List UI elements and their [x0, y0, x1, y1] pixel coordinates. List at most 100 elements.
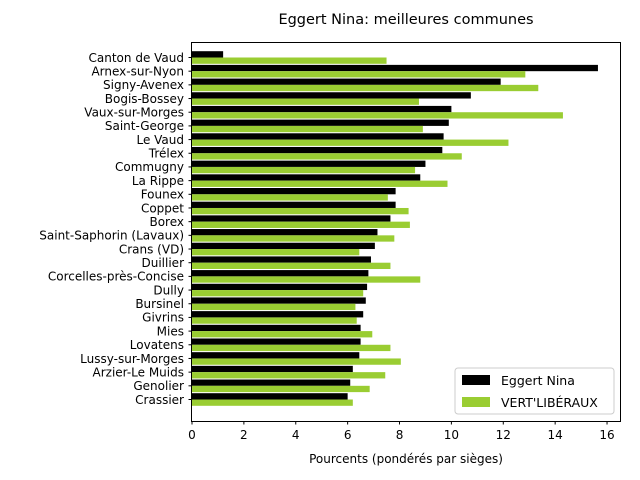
legend-box	[454, 367, 615, 415]
bar-eggert-nina-bogis-bossey	[192, 92, 471, 99]
bar-eggert-nina-corcelles-pres-concise	[192, 270, 369, 277]
bar-eggert-nina-founex	[192, 188, 396, 195]
bar-eggert-nina-trelex	[192, 146, 443, 154]
bar-eggert-nina-dully	[192, 283, 368, 291]
bar-eggert-nina-saint-george	[192, 119, 449, 126]
bar-vert-liberaux-saint-george	[192, 125, 423, 133]
y-tick-label: Borex	[149, 215, 184, 229]
bar-vert-liberaux-arzier-le-muids	[192, 372, 386, 379]
x-tick-label: 4	[292, 428, 300, 442]
y-tick-label: Crans (VD)	[119, 242, 184, 256]
y-tick-label: Saint-Saphorin (Lavaux)	[39, 229, 184, 243]
y-tick-label: Vaux-sur-Morges	[84, 106, 184, 120]
bar-eggert-nina-crans-vd	[192, 242, 375, 250]
legend-swatch-eggert-nina	[462, 375, 490, 385]
bar-vert-liberaux-corcelles-pres-concise	[192, 276, 421, 283]
x-tick-label: 2	[240, 428, 248, 442]
bar-eggert-nina-vaux-sur-morges	[192, 105, 452, 113]
bar-vert-liberaux-le-vaud	[192, 139, 509, 146]
legend: Eggert Nina VERT'LIBÉRAUX	[454, 367, 615, 415]
bar-eggert-nina-borex	[192, 215, 391, 222]
bar-vert-liberaux-mies	[192, 331, 373, 338]
bar-vert-liberaux-crassier	[192, 399, 353, 406]
x-tick-label: 16	[599, 428, 614, 442]
y-tick-label: Le Vaud	[136, 133, 184, 147]
y-tick-label: Signy-Avenex	[103, 78, 184, 92]
y-tick-label: Mies	[157, 324, 184, 338]
bar-vert-liberaux-lovatens	[192, 344, 391, 352]
bar-vert-liberaux-la-rippe	[192, 180, 448, 187]
bar-eggert-nina-le-vaud	[192, 133, 444, 140]
y-tick-label: Lovatens	[130, 338, 184, 352]
y-tick-label: Genolier	[133, 379, 184, 393]
bar-vert-liberaux-bogis-bossey	[192, 98, 419, 105]
bar-eggert-nina-commugny	[192, 160, 426, 167]
legend-label-eggert-nina: Eggert Nina	[501, 373, 575, 388]
y-tick-label: Corcelles-près-Concise	[48, 270, 184, 284]
bar-vert-liberaux-duillier	[192, 262, 391, 269]
y-tick-label: Lussy-sur-Morges	[80, 352, 184, 366]
bar-eggert-nina-saint-saphorin-lavaux	[192, 229, 378, 236]
bar-eggert-nina-la-rippe	[192, 174, 421, 181]
bar-eggert-nina-crassier	[192, 393, 348, 400]
bar-eggert-nina-duillier	[192, 256, 371, 263]
bar-vert-liberaux-bursinel	[192, 303, 356, 311]
y-tick-label: Trélex	[148, 147, 184, 161]
y-tick-label: La Rippe	[132, 174, 184, 188]
bars-group	[192, 51, 598, 406]
bar-eggert-nina-mies	[192, 324, 361, 332]
bar-eggert-nina-arnex-sur-nyon	[192, 64, 598, 72]
y-tick-label: Bogis-Bossey	[105, 92, 184, 106]
bar-eggert-nina-signy-avenex	[192, 78, 501, 85]
legend-label-vert-liberaux: VERT'LIBÉRAUX	[501, 395, 598, 410]
y-tick-label: Coppet	[141, 201, 184, 215]
x-tick-label: 12	[496, 428, 511, 442]
plot-frame	[191, 42, 621, 422]
bar-eggert-nina-canton-de-vaud	[192, 51, 224, 58]
y-tick-label: Givrins	[142, 311, 184, 325]
bar-vert-liberaux-givrins	[192, 317, 357, 324]
y-tick-label: Dully	[153, 283, 184, 297]
y-axis-ticks: Canton de VaudArnex-sur-NyonSigny-Avenex…	[39, 51, 192, 407]
x-tick-label: 8	[396, 428, 404, 442]
bar-vert-liberaux-commugny	[192, 166, 416, 174]
bar-vert-liberaux-genolier	[192, 385, 370, 393]
bar-eggert-nina-bursinel	[192, 297, 366, 304]
legend-swatch-vert-liberaux	[462, 397, 490, 407]
bar-vert-liberaux-trelex	[192, 153, 462, 160]
bar-eggert-nina-lovatens	[192, 338, 361, 345]
y-tick-label: Founex	[141, 188, 184, 202]
y-tick-label: Commugny	[115, 160, 184, 174]
bar-vert-liberaux-vaux-sur-morges	[192, 112, 563, 119]
bar-eggert-nina-coppet	[192, 201, 396, 208]
x-tick-label: 0	[188, 428, 196, 442]
y-tick-label: Duillier	[142, 256, 185, 270]
bar-vert-liberaux-canton-de-vaud	[192, 57, 387, 64]
bar-vert-liberaux-dully	[192, 290, 364, 297]
x-tick-label: 14	[548, 428, 563, 442]
bar-vert-liberaux-crans-vd	[192, 249, 360, 256]
y-tick-label: Saint-George	[105, 119, 184, 133]
bar-vert-liberaux-lussy-sur-morges	[192, 358, 401, 365]
y-tick-label: Arnex-sur-Nyon	[91, 64, 184, 78]
bar-vert-liberaux-coppet	[192, 207, 409, 215]
y-tick-label: Bursinel	[135, 297, 184, 311]
bar-eggert-nina-lussy-sur-morges	[192, 352, 360, 359]
chart-title: Eggert Nina: meilleures communes	[278, 12, 533, 28]
y-tick-label: Canton de Vaud	[89, 51, 184, 65]
y-tick-label: Arzier-Le Muids	[93, 365, 185, 379]
bar-vert-liberaux-signy-avenex	[192, 84, 539, 92]
bar-eggert-nina-arzier-le-muids	[192, 365, 353, 373]
bar-eggert-nina-givrins	[192, 311, 364, 318]
bar-vert-liberaux-borex	[192, 221, 410, 228]
bar-vert-liberaux-saint-saphorin-lavaux	[192, 235, 395, 242]
bar-eggert-nina-genolier	[192, 379, 351, 386]
bar-vert-liberaux-arnex-sur-nyon	[192, 71, 526, 78]
bar-vert-liberaux-founex	[192, 194, 388, 201]
x-tick-label: 6	[344, 428, 352, 442]
x-tick-label: 10	[444, 428, 459, 442]
x-axis-ticks: 0 2 4 6 8 10 12 14 16	[188, 421, 615, 442]
y-tick-label: Crassier	[135, 393, 184, 407]
x-axis-label: Pourcents (pondérés par sièges)	[309, 452, 503, 466]
